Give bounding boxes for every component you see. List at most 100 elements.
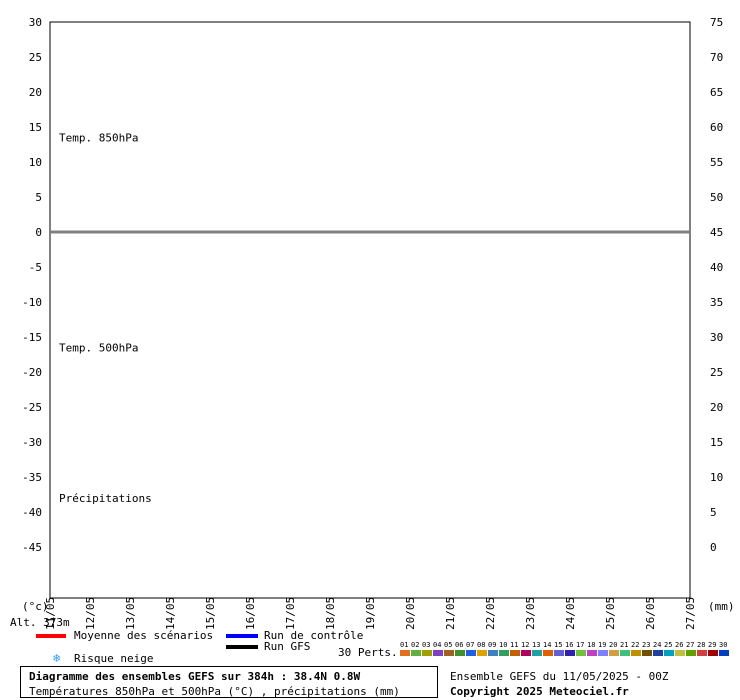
pert-color-swatch bbox=[565, 650, 575, 656]
pert-id-label: 03 bbox=[422, 641, 431, 649]
pert-color-swatch bbox=[719, 650, 729, 656]
legend-control-label: Run de contrôle bbox=[264, 629, 364, 642]
pert-color-swatch bbox=[411, 650, 421, 656]
pert-id-label: 10 bbox=[499, 641, 508, 649]
pert-color-swatch bbox=[708, 650, 718, 656]
x-tick-label: 12/05 bbox=[84, 597, 97, 630]
pert-color-swatch bbox=[554, 650, 564, 656]
pert-color-swatch bbox=[521, 650, 531, 656]
pert-id-label: 20 bbox=[609, 641, 618, 649]
pert-id-label: 27 bbox=[686, 641, 695, 649]
x-tick-label: 18/05 bbox=[324, 597, 337, 630]
y-tick-label-right: 45 bbox=[710, 226, 723, 239]
pert-id-label: 21 bbox=[620, 641, 629, 649]
altitude-label: Alt. 373m bbox=[10, 616, 70, 629]
y-tick-label-left: -30 bbox=[22, 436, 42, 449]
pert-color-swatch bbox=[400, 650, 410, 656]
pert-id-label: 08 bbox=[477, 641, 486, 649]
pert-color-swatch bbox=[686, 650, 696, 656]
pert-id-label: 07 bbox=[466, 641, 475, 649]
pert-id-label: 26 bbox=[675, 641, 684, 649]
x-tick-label: 15/05 bbox=[204, 597, 217, 630]
pert-id-label: 15 bbox=[554, 641, 563, 649]
y-tick-label-left: 5 bbox=[35, 191, 42, 204]
pert-id-label: 14 bbox=[543, 641, 552, 649]
pert-id-label: 12 bbox=[521, 641, 530, 649]
y-tick-label-right: 55 bbox=[710, 156, 723, 169]
x-tick-label: 26/05 bbox=[644, 597, 657, 630]
x-tick-label: 11/05 bbox=[44, 597, 57, 630]
pert-id-label: 25 bbox=[664, 641, 673, 649]
y-tick-label-right: 60 bbox=[710, 121, 723, 134]
pert-color-swatch bbox=[642, 650, 652, 656]
x-unit-right: (mm) bbox=[708, 600, 735, 613]
y-tick-label-left: -35 bbox=[22, 471, 42, 484]
pert-id-label: 23 bbox=[642, 641, 651, 649]
y-tick-label-right: 10 bbox=[710, 471, 723, 484]
pert-color-swatch bbox=[488, 650, 498, 656]
y-tick-label-left: 15 bbox=[29, 121, 42, 134]
panel-label-t850: Temp. 850hPa bbox=[59, 132, 138, 145]
pert-color-swatch bbox=[510, 650, 520, 656]
pert-id-label: 22 bbox=[631, 641, 640, 649]
y-tick-label-left: -15 bbox=[22, 331, 42, 344]
y-tick-label-right: 25 bbox=[710, 366, 723, 379]
x-tick-label: 25/05 bbox=[604, 597, 617, 630]
x-tick-label: 22/05 bbox=[484, 597, 497, 630]
y-tick-label-left: -20 bbox=[22, 366, 42, 379]
x-unit-left: (°c) bbox=[22, 600, 49, 613]
x-tick-label: 16/05 bbox=[244, 597, 257, 630]
x-tick-label: 23/05 bbox=[524, 597, 537, 630]
x-tick-label: 17/05 bbox=[284, 597, 297, 630]
y-tick-label-right: 35 bbox=[710, 296, 723, 309]
y-tick-label-right: 70 bbox=[710, 51, 723, 64]
pert-id-label: 09 bbox=[488, 641, 497, 649]
y-tick-label-right: 30 bbox=[710, 331, 723, 344]
legend-gfs-swatch bbox=[226, 645, 258, 649]
title-box: Diagramme des ensembles GEFS sur 384h : … bbox=[20, 666, 438, 698]
pert-color-swatch bbox=[466, 650, 476, 656]
x-tick-label: 24/05 bbox=[564, 597, 577, 630]
pert-id-label: 13 bbox=[532, 641, 541, 649]
pert-color-swatch bbox=[697, 650, 707, 656]
pert-id-label: 18 bbox=[587, 641, 596, 649]
legend-mean-label: Moyenne des scénarios bbox=[74, 629, 214, 642]
x-tick-label: 27/05 bbox=[684, 597, 697, 630]
x-tick-label: 20/05 bbox=[404, 597, 417, 630]
y-tick-label-left: -10 bbox=[22, 296, 42, 309]
x-tick-label: 19/05 bbox=[364, 597, 377, 630]
legend-control-swatch bbox=[226, 634, 258, 638]
y-tick-label-left: -5 bbox=[29, 261, 42, 274]
y-tick-label-left: 30 bbox=[29, 16, 42, 29]
plot-frame bbox=[49, 21, 691, 599]
pert-color-swatch bbox=[532, 650, 542, 656]
pert-color-swatch bbox=[631, 650, 641, 656]
pert-id-label: 04 bbox=[433, 641, 442, 649]
pert-id-label: 16 bbox=[565, 641, 574, 649]
pert-color-swatch bbox=[609, 650, 619, 656]
chart-subtitle: Températures 850hPa et 500hPa (°C) , pré… bbox=[29, 685, 400, 698]
chart-title: Diagramme des ensembles GEFS sur 384h : … bbox=[29, 670, 361, 683]
pert-color-swatch bbox=[675, 650, 685, 656]
pert-color-swatch bbox=[587, 650, 597, 656]
legend-gfs-label: Run GFS bbox=[264, 640, 311, 653]
axis-labels: 302520151050-5-10-15-20-25-30-35-40-4575… bbox=[22, 16, 735, 630]
pert-id-label: 17 bbox=[576, 641, 585, 649]
pert-id-label: 02 bbox=[411, 641, 420, 649]
y-tick-label-left: 20 bbox=[29, 86, 42, 99]
y-tick-label-right: 20 bbox=[710, 401, 723, 414]
y-tick-label-left: 25 bbox=[29, 51, 42, 64]
copyright: Copyright 2025 Meteociel.fr bbox=[450, 685, 629, 698]
pert-color-swatch bbox=[422, 650, 432, 656]
x-tick-label: 21/05 bbox=[444, 597, 457, 630]
pert-id-label: 29 bbox=[708, 641, 717, 649]
y-tick-label-right: 5 bbox=[710, 506, 717, 519]
y-tick-label-right: 50 bbox=[710, 191, 723, 204]
pert-color-swatch bbox=[444, 650, 454, 656]
panel-label-precip: Précipitations bbox=[59, 492, 152, 505]
x-tick-label: 14/05 bbox=[164, 597, 177, 630]
pert-color-swatch bbox=[477, 650, 487, 656]
pert-color-swatch bbox=[664, 650, 674, 656]
